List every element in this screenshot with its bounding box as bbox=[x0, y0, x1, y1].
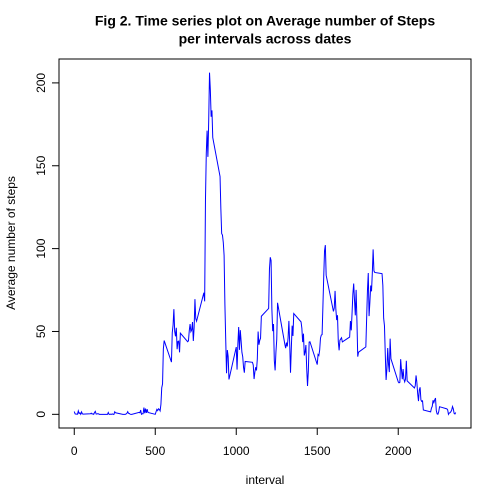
y-tick-label: 150 bbox=[34, 155, 48, 175]
x-axis-label: interval bbox=[246, 473, 285, 487]
x-tick-label: 500 bbox=[145, 444, 165, 458]
chart-title: Fig 2. Time series plot on Average numbe… bbox=[95, 13, 435, 29]
y-tick-label: 0 bbox=[34, 411, 48, 418]
y-tick-label: 200 bbox=[34, 73, 48, 93]
x-tick-label: 1500 bbox=[304, 444, 331, 458]
x-tick-label: 1000 bbox=[223, 444, 250, 458]
data-line bbox=[73, 72, 457, 416]
y-axis-label: Average number of steps bbox=[4, 176, 18, 310]
x-tick-label: 2000 bbox=[385, 444, 412, 458]
y-tick-label: 100 bbox=[34, 238, 48, 258]
chart-title: per intervals across dates bbox=[179, 31, 352, 47]
y-tick-label: 50 bbox=[34, 324, 48, 338]
plot-box bbox=[58, 58, 472, 429]
x-tick-label: 0 bbox=[71, 444, 78, 458]
